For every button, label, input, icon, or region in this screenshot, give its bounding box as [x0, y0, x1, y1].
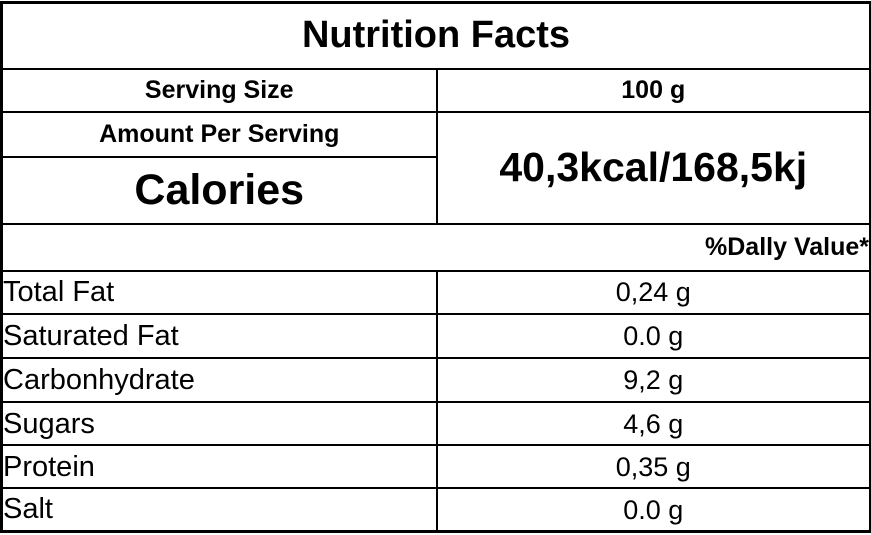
nutrient-value-sugars: 4,6 g — [435, 401, 871, 447]
nutrient-value-total-fat: 0,24 g — [435, 269, 871, 316]
calories-label: Calories — [0, 155, 438, 225]
nutrient-label-sugars: Sugars — [0, 401, 438, 447]
serving-size-label: Serving Size — [0, 67, 438, 113]
nutrition-facts-title: Nutrition Facts — [0, 0, 871, 70]
nutrient-value-protein: 0,35 g — [435, 444, 871, 490]
daily-value-header: %Dally Value* — [0, 222, 871, 272]
amount-per-serving-label: Amount Per Serving — [0, 110, 438, 158]
nutrient-label-carbonhydrate: Carbonhydrate — [0, 357, 438, 404]
nutrient-label-protein: Protein — [0, 444, 438, 490]
nutrient-value-salt: 0.0 g — [435, 487, 871, 534]
nutrient-label-saturated-fat: Saturated Fat — [0, 313, 438, 360]
nutrient-label-total-fat: Total Fat — [0, 269, 438, 316]
nutrient-label-salt: Salt — [0, 487, 438, 534]
nutrient-value-saturated-fat: 0.0 g — [435, 313, 871, 360]
calories-value: 40,3kcal/168,5kj — [435, 110, 871, 225]
nutrient-value-carbonhydrate: 9,2 g — [435, 357, 871, 404]
serving-size-value: 100 g — [435, 67, 871, 113]
